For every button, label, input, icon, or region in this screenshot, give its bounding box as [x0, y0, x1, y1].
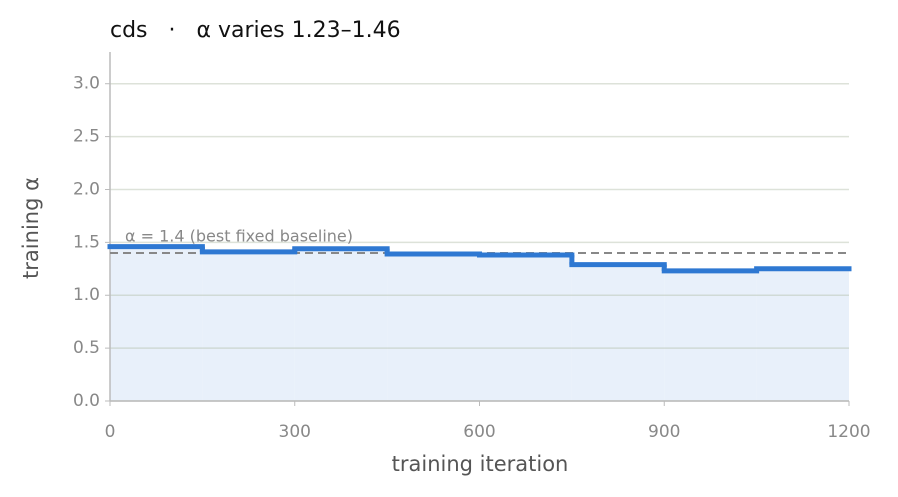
- x-axis-label: training iteration: [392, 452, 569, 476]
- area-fill: [571, 264, 665, 401]
- y-tick-label: 0.5: [73, 338, 100, 358]
- area-fill: [479, 255, 572, 401]
- area-fill: [756, 268, 849, 401]
- y-tick-label: 3.0: [73, 74, 100, 94]
- x-tick-label: 0: [105, 422, 116, 442]
- area-fill: [294, 248, 388, 401]
- y-tick-label: 1.5: [73, 232, 100, 252]
- x-tick-label: 600: [463, 422, 495, 442]
- y-tick-label: 2.0: [73, 179, 100, 199]
- area-fill: [664, 270, 757, 401]
- reference-label: α = 1.4 (best fixed baseline): [125, 226, 353, 245]
- y-tick-label: 1.0: [73, 285, 100, 305]
- area-fill: [202, 251, 295, 401]
- y-tick-label: 0.0: [73, 391, 100, 411]
- area-fill: [387, 253, 480, 401]
- x-tick-label: 300: [279, 422, 311, 442]
- chart-title: cds · α varies 1.23–1.46: [110, 18, 401, 43]
- x-tick-label: 1200: [827, 422, 870, 442]
- y-tick-label: 2.5: [73, 127, 100, 147]
- x-tick-label: 900: [648, 422, 680, 442]
- area-fill: [110, 246, 203, 401]
- y-axis-label: training α: [19, 177, 43, 279]
